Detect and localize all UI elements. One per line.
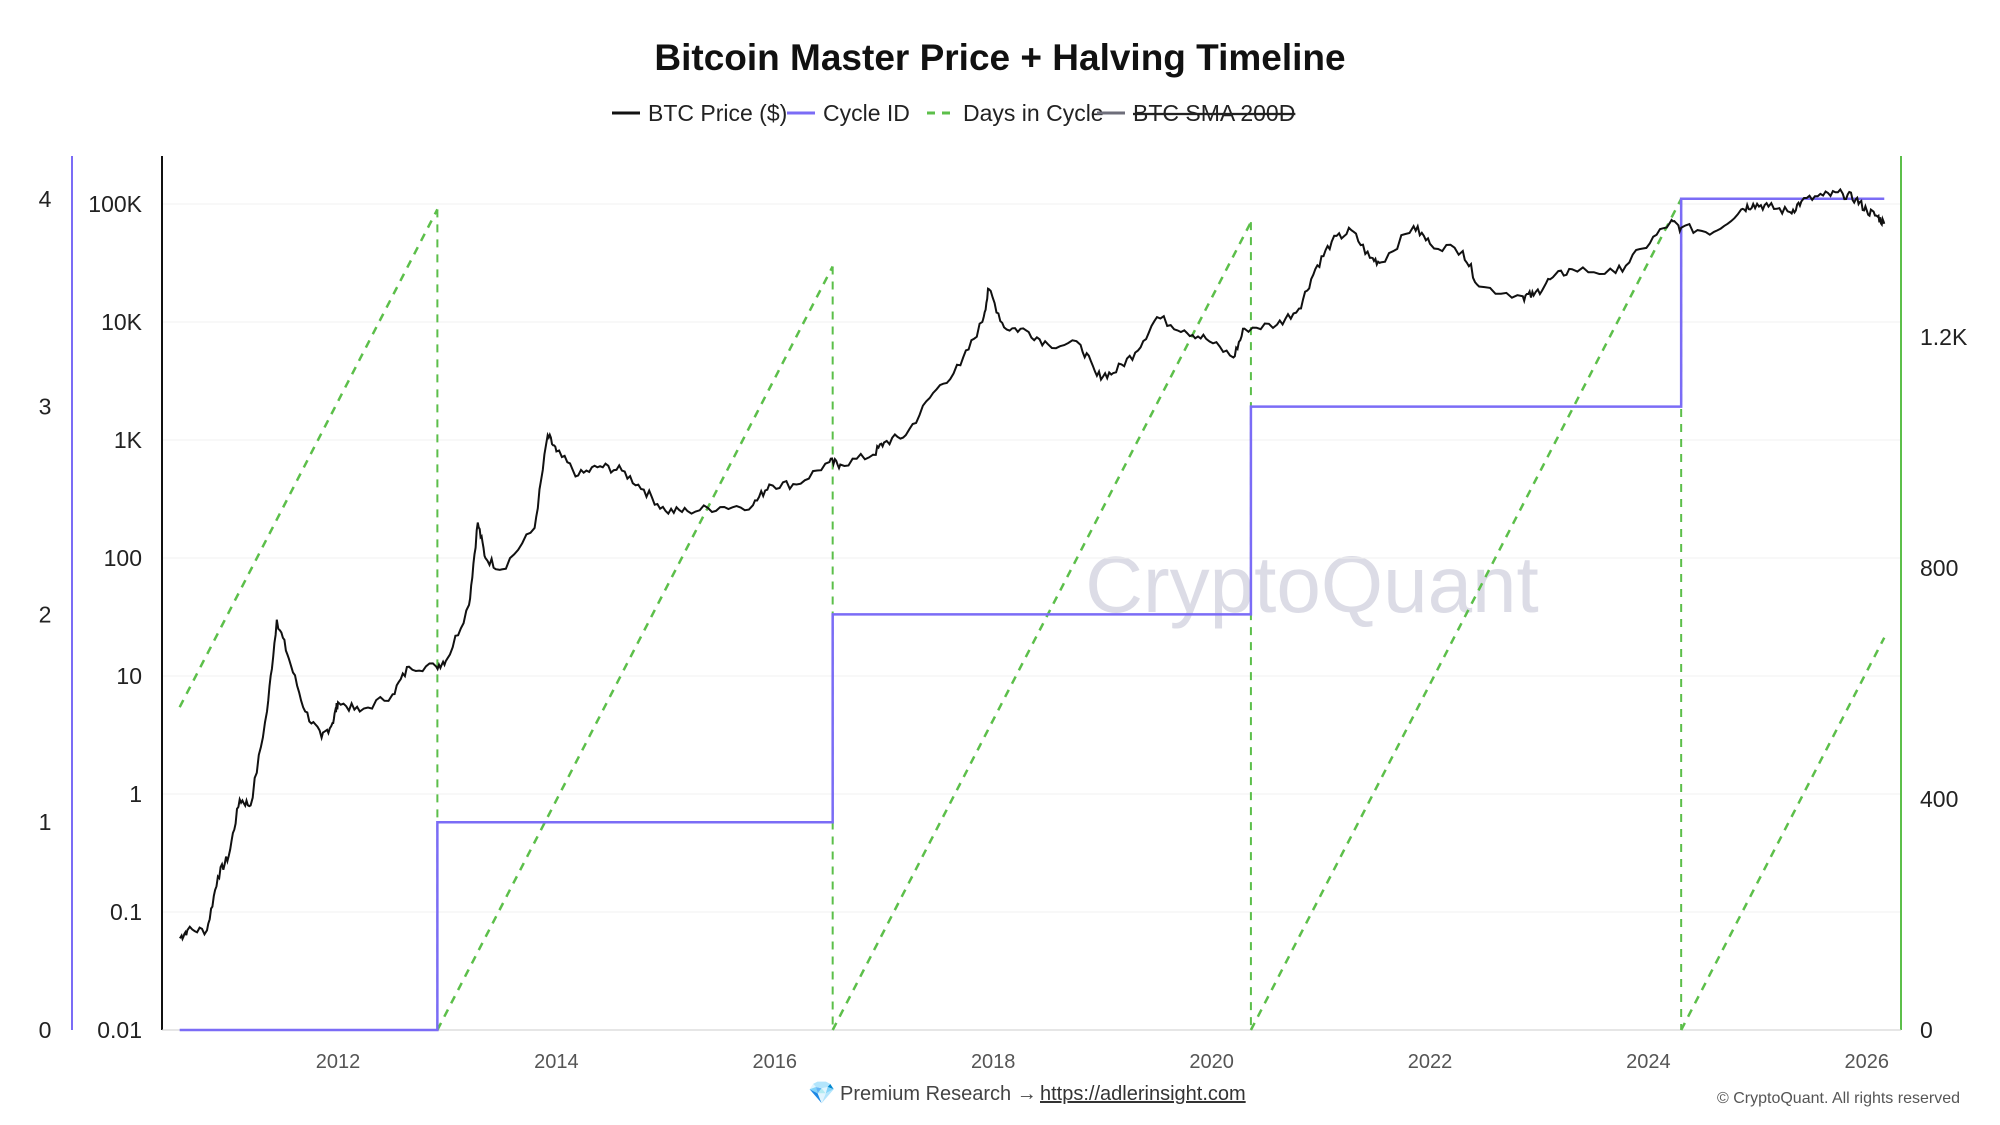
legend-label: BTC SMA 200D [1133,100,1295,126]
price-tick-label: 1 [129,781,142,807]
footer-link[interactable]: https://adlerinsight.com [1040,1083,1246,1105]
legend-item-cycle-id[interactable]: Cycle ID [787,100,910,126]
axes: 0.01 0.1 1 10 100 1K 10K 100K 0 1 2 3 4 0 400 800 1.2K 20… [39,156,1968,1073]
gridlines [162,203,1901,1031]
x-tick-label: 2018 [971,1051,1016,1073]
price-tick-label: 100K [88,191,142,217]
legend-item-btc-sma-200d[interactable]: BTC SMA 200D [1097,100,1295,126]
days-tick-label: 0 [1920,1017,1933,1043]
cycle-tick-label: 0 [39,1017,52,1043]
legend-label: Cycle ID [823,100,910,126]
price-tick-label: 10 [116,663,142,689]
chart-title: Bitcoin Master Price + Halving Timeline [654,37,1345,78]
cycle-id-line [179,197,1885,1032]
legend-item-btc-price-[interactable]: BTC Price ($) [612,100,787,126]
cycle-tick-label: 1 [39,809,52,835]
legend-label: BTC Price ($) [648,100,787,126]
x-tick-label: 2020 [1189,1051,1234,1073]
days-in-cycle-segment [831,221,1253,1031]
legend-item-days-in-cycle[interactable]: Days in Cycle [927,100,1104,126]
price-tick-label: 100 [104,545,142,571]
cycle-tick-label: 3 [39,394,52,420]
price-tick-label: 1K [114,427,143,453]
footer-premium-text: Premium Research → [840,1083,1037,1105]
gem-icon: 💎 [808,1080,835,1105]
price-tick-label: 10K [101,309,143,335]
x-tick-label: 2012 [316,1051,361,1073]
x-tick-label: 2016 [753,1051,798,1073]
days-in-cycle-segment [1249,198,1683,1031]
cycle-tick-label: 2 [39,601,52,627]
days-in-cycle-segment [436,265,834,1031]
days-tick-label: 800 [1920,555,1958,581]
days-in-cycle-segment [1680,637,1886,1031]
days-tick-label: 400 [1920,786,1958,812]
copyright: © CryptoQuant. All rights reserved [1717,1090,1960,1107]
price-tick-label: 0.01 [97,1017,142,1043]
x-tick-label: 2024 [1626,1051,1671,1073]
legend-label: Days in Cycle [963,100,1104,126]
legend: BTC Price ($) Cycle ID Days in Cycle BTC SM… [612,100,1295,126]
series [178,187,1886,1032]
days-in-cycle-segment [178,208,439,708]
cycle-tick-label: 4 [39,186,52,212]
btc-price-line [178,187,1886,942]
price-tick-label: 0.1 [110,899,142,925]
days-tick-label: 1.2K [1920,324,1968,350]
x-tick-label: 2022 [1408,1051,1453,1073]
footer: 💎 Premium Research → https://adlerinsigh… [808,1080,1960,1107]
x-tick-label: 2026 [1845,1051,1890,1073]
x-tick-label: 2014 [534,1051,579,1073]
